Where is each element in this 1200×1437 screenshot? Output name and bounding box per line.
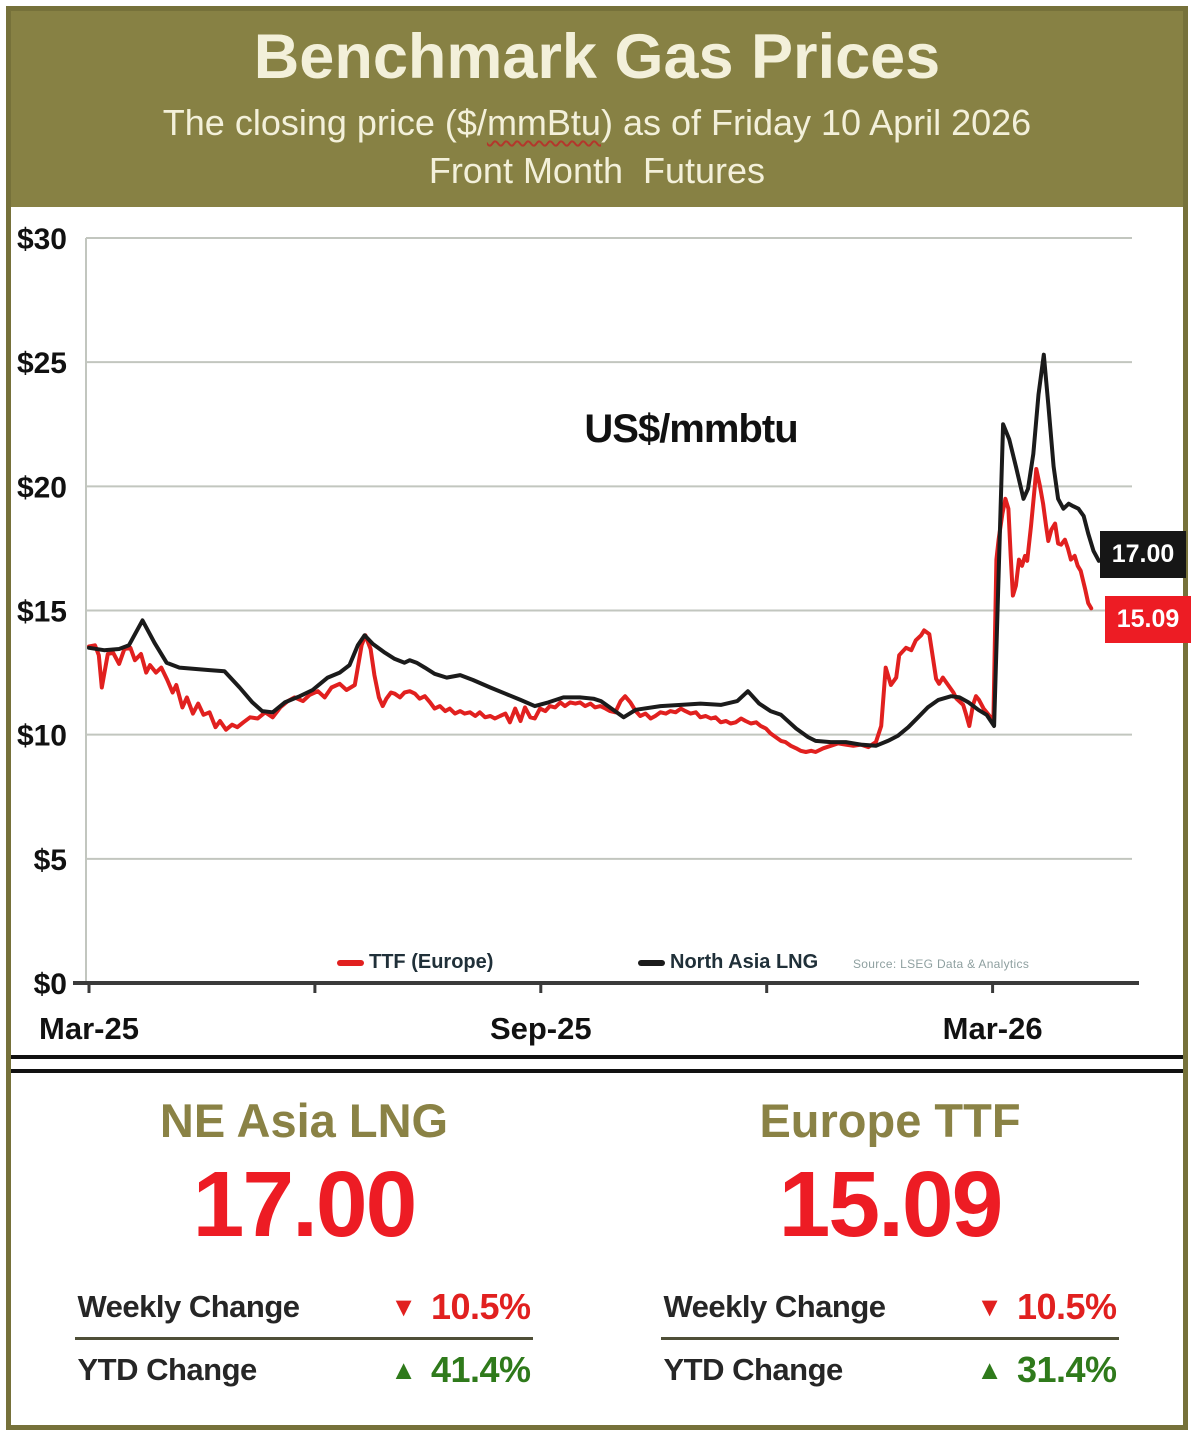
- ytd-change-row: YTD Change ▲ 31.4%: [661, 1344, 1118, 1396]
- ytd-change-label: YTD Change: [663, 1352, 843, 1387]
- north-asia-lng-line: [87, 352, 1101, 748]
- price-chart: $30 $25 $20 $15 $10 $5 $0 Mar-25 Sep-25 Mar-26 US…: [11, 207, 1191, 1055]
- unit-annotation: US$/mmbtu: [584, 407, 798, 451]
- subtitle: The closing price ($/mmBtu) as of Friday…: [11, 102, 1183, 144]
- weekly-change-pct: 10.5%: [430, 1286, 531, 1327]
- row-divider: [661, 1337, 1119, 1340]
- legend-na-lng-label: North Asia LNG: [670, 951, 819, 973]
- subtitle-mmbtu: mmBtu: [486, 102, 601, 143]
- y-axis-tick-label: $5: [34, 844, 67, 877]
- weekly-change-label: Weekly Change: [663, 1289, 886, 1324]
- europe-ttf-panel: Europe TTF 15.09 Weekly Change ▼ 10.5% Y…: [597, 1073, 1183, 1429]
- y-axis-tick-label: $30: [17, 223, 67, 256]
- up-triangle-icon: ▲: [976, 1354, 1003, 1385]
- subtitle-prefix: The closing price ($/: [162, 102, 487, 143]
- y-axis-tick-label: $10: [17, 720, 67, 753]
- change-rows: Weekly Change ▼ 10.5% YTD Change ▲ 31.4%: [661, 1281, 1119, 1396]
- panel-title: NE Asia LNG: [159, 1094, 449, 1147]
- subtitle-suffix: ) as of Friday 10 April 2026: [600, 102, 1032, 143]
- ytd-change-value: ▲ 41.4%: [390, 1349, 531, 1391]
- y-axis-tick-label: $25: [17, 347, 67, 380]
- ytd-change-label: YTD Change: [77, 1352, 257, 1387]
- na-lng-last-value-badge: 17.00: [1100, 531, 1186, 578]
- weekly-change-row: Weekly Change ▼ 10.5%: [661, 1281, 1118, 1333]
- report-frame: Benchmark Gas Prices The closing price (…: [6, 6, 1191, 1430]
- change-rows: Weekly Change ▼ 10.5% YTD Change ▲ 41.4%: [75, 1281, 533, 1396]
- chart-canvas: $30 $25 $20 $15 $10 $5 $0 Mar-25 Sep-25 Mar-26: [17, 223, 1139, 1046]
- weekly-change-pct: 10.5%: [1016, 1286, 1117, 1327]
- section-divider: [11, 1055, 1183, 1073]
- ttf-line-swatch-icon: [337, 959, 364, 966]
- legend-north-asia-lng: North Asia LNG: [638, 951, 818, 974]
- header: Benchmark Gas Prices The closing price (…: [11, 11, 1183, 207]
- weekly-change-row: Weekly Change ▼ 10.5%: [75, 1281, 532, 1333]
- x-axis-tick-label: Mar-25: [39, 1011, 139, 1046]
- legend-ttf-europe: TTF (Europe): [337, 951, 493, 974]
- up-triangle-icon: ▲: [390, 1354, 417, 1385]
- weekly-change-value: ▼ 10.5%: [976, 1286, 1117, 1328]
- row-divider: [75, 1337, 533, 1340]
- ytd-change-value: ▲ 31.4%: [976, 1349, 1117, 1391]
- panel-title: Europe TTF: [759, 1094, 1021, 1147]
- y-axis-tick-label: $20: [17, 471, 67, 504]
- summary-panels: NE Asia LNG 17.00 Weekly Change ▼ 10.5% …: [11, 1073, 1183, 1429]
- ttf-last-value-badge: 15.09: [1105, 596, 1191, 643]
- weekly-change-label: Weekly Change: [77, 1289, 300, 1324]
- subtitle-line2: Front Month Futures: [428, 150, 766, 191]
- y-axis-tick-label: $15: [17, 596, 67, 629]
- x-axis-tick-label: Sep-25: [490, 1011, 592, 1046]
- ytd-change-row: YTD Change ▲ 41.4%: [75, 1344, 532, 1396]
- x-axis-tick-label: Mar-26: [943, 1011, 1043, 1046]
- na-lng-line-swatch-icon: [638, 959, 665, 966]
- ytd-change-pct: 31.4%: [1016, 1349, 1117, 1390]
- source-credit: Source: LSEG Data & Analytics: [853, 957, 1030, 971]
- legend-ttf-label: TTF (Europe): [369, 951, 494, 973]
- panel-price: 15.09: [778, 1152, 1004, 1256]
- y-axis-tick-label: $0: [34, 968, 67, 1001]
- ytd-change-pct: 41.4%: [430, 1349, 531, 1390]
- down-triangle-icon: ▼: [976, 1291, 1003, 1322]
- weekly-change-value: ▼ 10.5%: [390, 1286, 531, 1328]
- page-title: Benchmark Gas Prices: [253, 22, 941, 92]
- panel-price: 17.00: [192, 1152, 418, 1256]
- ne-asia-lng-panel: NE Asia LNG 17.00 Weekly Change ▼ 10.5% …: [11, 1073, 597, 1429]
- down-triangle-icon: ▼: [390, 1291, 417, 1322]
